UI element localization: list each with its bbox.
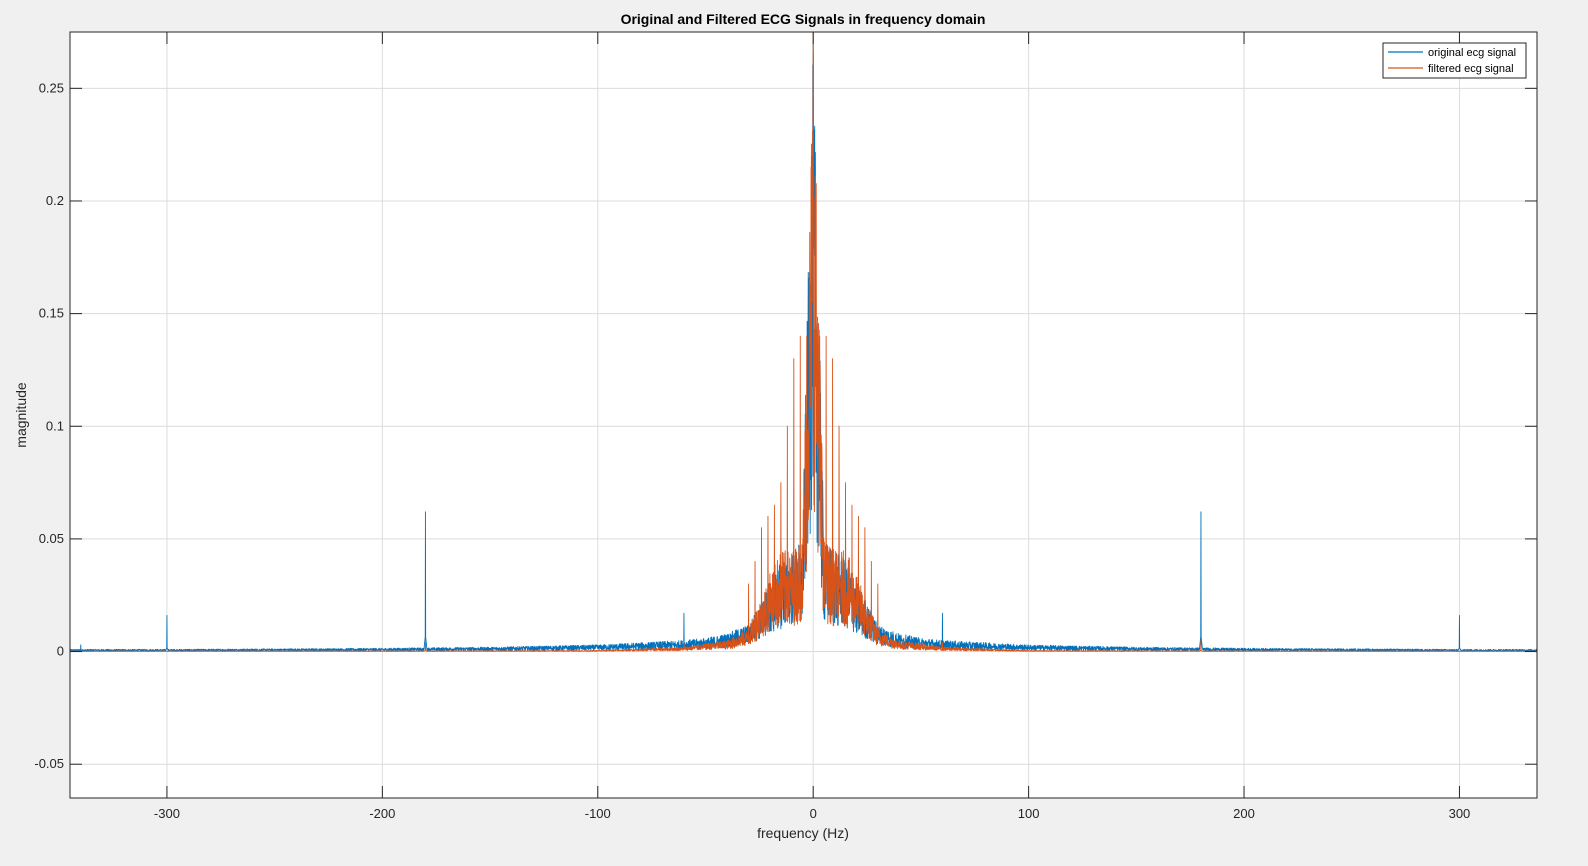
- legend-label-filtered: filtered ecg signal: [1428, 63, 1514, 75]
- y-tick-label: 0.15: [39, 306, 64, 321]
- series-line-original: [70, 42, 1537, 652]
- y-tick-label: 0.05: [39, 531, 64, 546]
- x-tick-label: -200: [369, 806, 395, 821]
- y-tick-label: 0.25: [39, 80, 64, 95]
- x-tick-label: 100: [1018, 806, 1040, 821]
- legend-box: [1382, 42, 1527, 79]
- y-tick-label: 0.1: [46, 418, 64, 433]
- x-tick-label: 300: [1449, 806, 1471, 821]
- ticks: [70, 32, 1537, 798]
- series-line-filtered: [70, 32, 1537, 652]
- grid: [70, 32, 1537, 798]
- y-tick-label: 0: [57, 644, 64, 659]
- x-tick-label: -100: [585, 806, 611, 821]
- axes-box: [69, 31, 1538, 799]
- y-axis-label: magnitude: [13, 382, 29, 448]
- legend-label-original: original ecg signal: [1428, 47, 1516, 59]
- chart-title: Original and Filtered ECG Signals in fre…: [621, 11, 986, 27]
- x-axis-label: frequency (Hz): [757, 825, 849, 841]
- y-tick-label: 0.2: [46, 193, 64, 208]
- x-tick-label: 200: [1233, 806, 1255, 821]
- plot-area: [70, 32, 1537, 798]
- x-tick-label: 0: [810, 806, 817, 821]
- legend[interactable]: original ecg signal filtered ecg signal: [1382, 42, 1527, 79]
- y-tick-label: -0.05: [34, 756, 64, 771]
- plot-lines: [70, 32, 1537, 652]
- x-tick-label: -300: [154, 806, 180, 821]
- tick-labels: -300 -200 -100 0 100 200 300 -0.05 0 0.05 0.1 0.15 0…: [34, 80, 1470, 821]
